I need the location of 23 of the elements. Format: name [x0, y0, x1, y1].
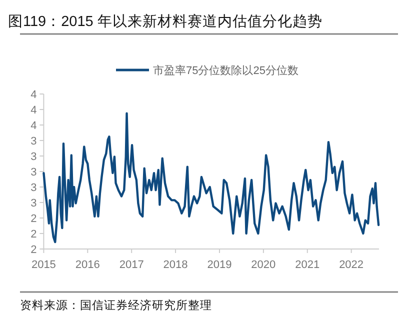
y-tick-label: 2 — [30, 228, 37, 240]
x-tick-label: 2018 — [163, 259, 188, 271]
y-tick-label: 4 — [30, 89, 37, 101]
chart-title: 图119：2015 年以来新材料赛道内估值分化趋势 — [8, 13, 322, 30]
x-tick-label: 2017 — [119, 259, 144, 271]
x-tick-label: 2016 — [75, 259, 100, 271]
legend-label: 市盈率75分位数除以25分位数 — [153, 64, 298, 77]
y-tick-label: 4 — [30, 120, 37, 132]
y-tick-label: 3 — [30, 136, 37, 148]
y-tick-label: 2 — [30, 213, 37, 225]
x-tick-label: 2020 — [251, 259, 276, 271]
x-tick-label: 2021 — [295, 259, 320, 271]
y-tick-label: 4 — [30, 104, 37, 116]
line-series — [42, 112, 380, 244]
x-tick-label: 2019 — [207, 259, 232, 271]
x-tick-label: 2022 — [339, 259, 364, 271]
y-tick-label: 3 — [30, 151, 37, 163]
y-tick-label: 3 — [30, 182, 37, 194]
y-tick-label: 2 — [30, 244, 37, 256]
text: 资料来源：国信证券经济研究所整理 — [20, 298, 212, 312]
y-tick-label: 3 — [30, 166, 37, 178]
x-tick-label: 2015 — [31, 259, 56, 271]
y-tick-label: 3 — [30, 198, 37, 210]
